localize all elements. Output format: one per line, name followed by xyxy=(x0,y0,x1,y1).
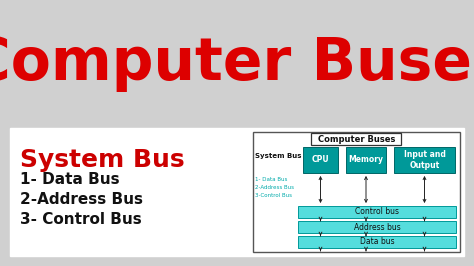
Bar xyxy=(311,133,401,145)
Text: Address bus: Address bus xyxy=(354,222,401,231)
Bar xyxy=(10,128,464,256)
Text: Memory: Memory xyxy=(348,156,383,164)
Text: System Bus: System Bus xyxy=(255,153,301,159)
Text: 2-Address Bus: 2-Address Bus xyxy=(255,185,294,190)
Text: Computer Buses: Computer Buses xyxy=(318,135,395,143)
Text: 1- Data Bus: 1- Data Bus xyxy=(255,177,287,182)
Bar xyxy=(253,132,460,252)
Text: Input and
Output: Input and Output xyxy=(403,150,446,170)
Text: Computer Buses: Computer Buses xyxy=(0,35,474,93)
Text: 3- Control Bus: 3- Control Bus xyxy=(20,212,142,227)
Bar xyxy=(298,206,456,218)
Bar xyxy=(303,147,338,173)
Text: 3-Control Bus: 3-Control Bus xyxy=(255,193,292,198)
Text: Control bus: Control bus xyxy=(355,207,399,217)
Text: 2-Address Bus: 2-Address Bus xyxy=(20,192,143,207)
Text: 1- Data Bus: 1- Data Bus xyxy=(20,172,119,187)
Bar xyxy=(298,236,456,248)
Bar xyxy=(346,147,386,173)
Text: Data bus: Data bus xyxy=(360,238,394,247)
Bar xyxy=(0,0,474,128)
Bar xyxy=(394,147,455,173)
Text: System Bus: System Bus xyxy=(20,148,185,172)
Bar xyxy=(298,221,456,233)
Text: CPU: CPU xyxy=(312,156,329,164)
